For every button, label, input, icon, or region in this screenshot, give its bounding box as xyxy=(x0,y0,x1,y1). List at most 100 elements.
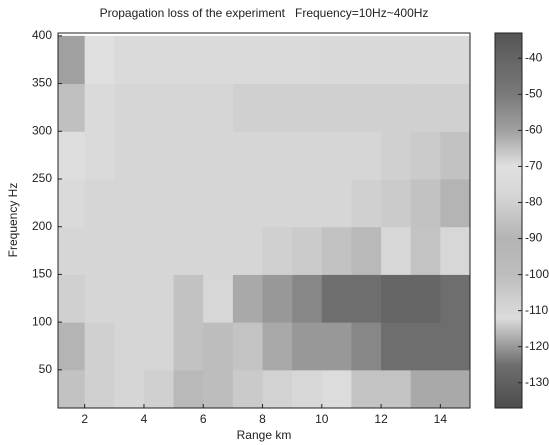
heatmap-cell xyxy=(232,226,264,275)
heatmap-cell xyxy=(410,35,441,85)
heatmap-cell xyxy=(351,131,382,180)
heatmap-cell xyxy=(143,274,175,323)
heatmap-cell xyxy=(321,226,352,275)
heatmap-cell xyxy=(440,369,470,408)
heatmap xyxy=(58,35,470,408)
heatmap-cell xyxy=(143,83,175,132)
heatmap-cell xyxy=(203,83,234,132)
heatmap-cell xyxy=(114,226,145,275)
heatmap-cell xyxy=(410,226,441,275)
x-tick-label: 8 xyxy=(259,412,266,426)
heatmap-cell xyxy=(381,35,412,85)
heatmap-cell xyxy=(321,131,352,180)
heatmap-cell xyxy=(381,274,412,323)
x-tick-label: 4 xyxy=(141,412,148,426)
y-tick-label: 300 xyxy=(32,123,52,137)
heatmap-cell xyxy=(262,226,293,275)
heatmap-cell xyxy=(114,83,145,132)
heatmap-cell xyxy=(58,35,86,85)
heatmap-cell xyxy=(410,131,441,180)
heatmap-cell xyxy=(321,322,352,371)
heatmap-cell xyxy=(410,178,441,228)
heatmap-cell xyxy=(232,35,264,85)
heatmap-cell xyxy=(410,322,441,371)
heatmap-cell xyxy=(262,178,293,228)
colorbar-tick-label: -110 xyxy=(525,303,548,317)
y-tick-label: 250 xyxy=(32,171,52,185)
heatmap-cell xyxy=(321,369,352,408)
heatmap-cell xyxy=(58,131,86,180)
heatmap-cell xyxy=(292,83,323,132)
heatmap-cell xyxy=(440,322,470,371)
heatmap-cell xyxy=(292,322,323,371)
y-tick-label: 200 xyxy=(32,219,52,233)
heatmap-cell xyxy=(232,369,264,408)
heatmap-cell xyxy=(292,274,323,323)
heatmap-cell xyxy=(262,274,293,323)
heatmap-cell xyxy=(114,369,145,408)
heatmap-cell xyxy=(351,369,382,408)
heatmap-cell xyxy=(203,131,234,180)
heatmap-cell xyxy=(262,35,293,85)
heatmap-cell xyxy=(58,274,86,323)
heatmap-cell xyxy=(143,178,175,228)
colorbar-tick-label: -130 xyxy=(525,375,549,389)
heatmap-cell xyxy=(410,274,441,323)
y-tick-label: 150 xyxy=(32,267,52,281)
heatmap-cell xyxy=(173,178,204,228)
x-tick-label: 10 xyxy=(315,412,329,426)
heatmap-cell xyxy=(321,274,352,323)
heatmap-cell xyxy=(84,83,115,132)
heatmap-cell xyxy=(351,83,382,132)
plot-frame xyxy=(57,32,471,409)
heatmap-cell xyxy=(321,35,352,85)
heatmap-cell xyxy=(351,226,382,275)
heatmap-cell xyxy=(232,131,264,180)
heatmap-cell xyxy=(58,83,86,132)
heatmap-cell xyxy=(203,274,234,323)
colorbar-tick-label: -70 xyxy=(525,159,543,173)
heatmap-cell xyxy=(114,131,145,180)
heatmap-cell xyxy=(321,83,352,132)
heatmap-cell xyxy=(203,369,234,408)
heatmap-cell xyxy=(84,35,115,85)
y-tick-label: 400 xyxy=(32,28,52,42)
colorbar-tick-label: -120 xyxy=(525,339,549,353)
heatmap-cell xyxy=(262,369,293,408)
heatmap-cell xyxy=(58,178,86,228)
heatmap-cell xyxy=(440,83,470,132)
colorbar-tick-label: -100 xyxy=(525,267,549,281)
x-tick-label: 12 xyxy=(374,412,388,426)
heatmap-cell xyxy=(321,178,352,228)
heatmap-cell xyxy=(84,178,115,228)
heatmap-cell xyxy=(84,322,115,371)
heatmap-cell xyxy=(143,226,175,275)
heatmap-cell xyxy=(381,83,412,132)
heatmap-cell xyxy=(173,274,204,323)
heatmap-cell xyxy=(203,226,234,275)
colorbar-tick-label: -60 xyxy=(525,123,543,137)
heatmap-cell xyxy=(232,322,264,371)
heatmap-cell xyxy=(143,131,175,180)
heatmap-cell xyxy=(410,369,441,408)
y-axis-label: Frequency Hz xyxy=(6,183,20,258)
heatmap-cell xyxy=(351,35,382,85)
heatmap-cell xyxy=(114,178,145,228)
heatmap-cell xyxy=(440,274,470,323)
heatmap-cell xyxy=(173,322,204,371)
heatmap-cell xyxy=(262,131,293,180)
colorbar-tick-label: -40 xyxy=(525,50,543,64)
x-tick-label: 14 xyxy=(434,412,448,426)
heatmap-cell xyxy=(440,178,470,228)
heatmap-cell xyxy=(173,131,204,180)
x-axis-label: Range km xyxy=(237,428,292,442)
heatmap-cell xyxy=(143,369,175,408)
x-tick-label: 2 xyxy=(81,412,88,426)
heatmap-cell xyxy=(84,131,115,180)
heatmap-cell xyxy=(292,131,323,180)
heatmap-cell xyxy=(381,322,412,371)
colorbar-tick-label: -50 xyxy=(525,86,543,100)
heatmap-cell xyxy=(114,322,145,371)
colorbar-tick-label: -80 xyxy=(525,195,543,209)
heatmap-cell xyxy=(410,83,441,132)
